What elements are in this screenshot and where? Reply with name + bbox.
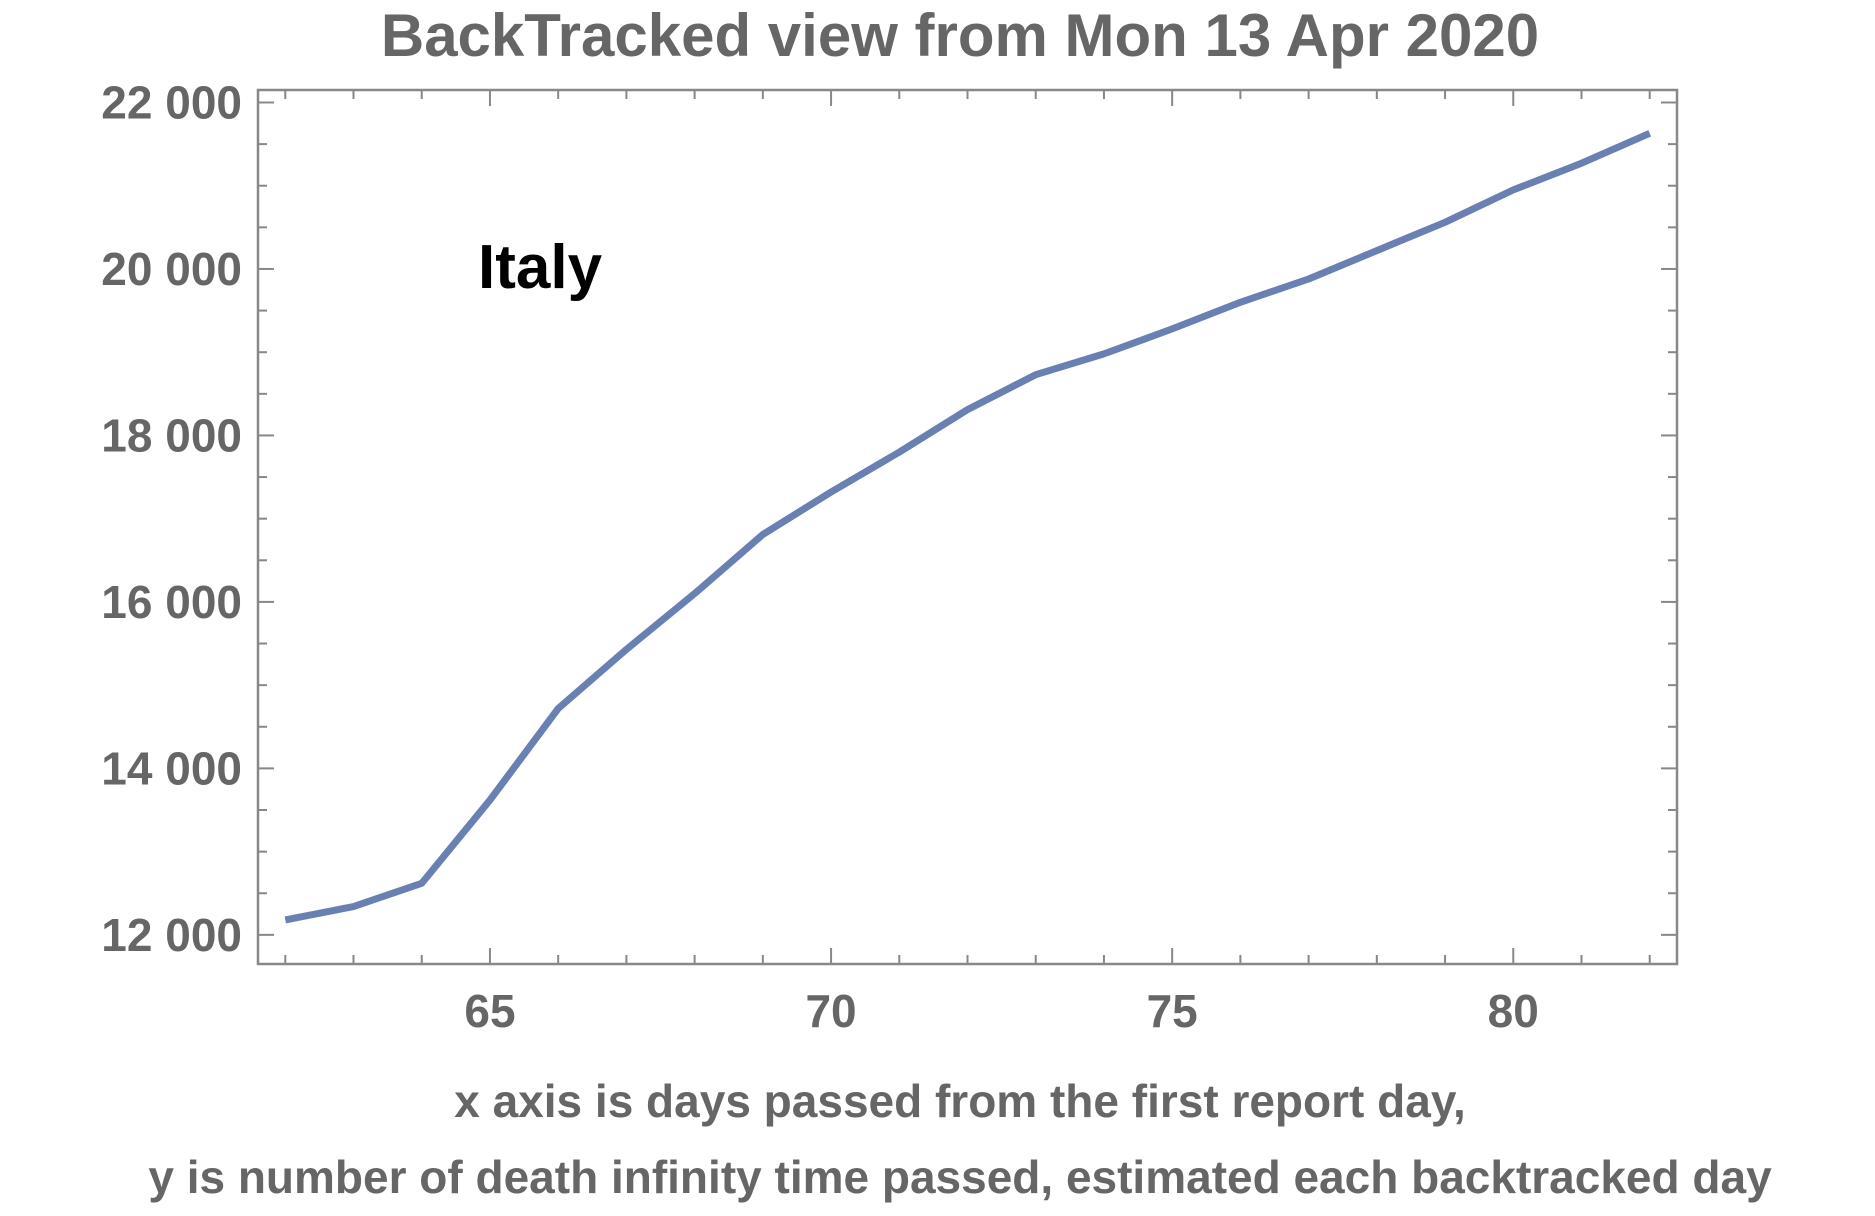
data-point (896, 449, 903, 456)
data-point (1100, 350, 1107, 357)
data-point (828, 489, 835, 496)
x-tick-label: 75 (1147, 985, 1198, 1037)
x-axis-label: x axis is days passed from the first rep… (454, 1075, 1466, 1127)
x-tick-label: 70 (805, 985, 856, 1037)
data-point (1646, 130, 1653, 137)
data-point (418, 880, 425, 887)
y-tick-label: 22 000 (101, 76, 242, 128)
y-axis-label: y is number of death infinity time passe… (148, 1151, 1772, 1203)
y-tick-label: 20 000 (101, 243, 242, 295)
chart-title: BackTracked view from Mon 13 Apr 2020 (381, 2, 1539, 69)
x-tick-label: 65 (464, 985, 515, 1037)
data-point (350, 903, 357, 910)
data-point (486, 797, 493, 804)
y-tick-label: 16 000 (101, 576, 242, 628)
data-point (623, 646, 630, 653)
axes-frame (256, 88, 1679, 966)
data-point (555, 705, 562, 712)
data-point (1169, 325, 1176, 332)
data-point (1510, 186, 1517, 193)
plot-frame (256, 88, 1679, 966)
y-tick-label: 12 000 (101, 909, 242, 961)
series-line-italy (284, 130, 1652, 924)
axis-ticks (258, 90, 1677, 964)
series-line-group (282, 130, 1653, 924)
data-point (691, 590, 698, 597)
y-tick-label: 14 000 (101, 742, 242, 794)
series-annotation-italy: Italy (478, 233, 603, 302)
data-point (1442, 219, 1449, 226)
data-point (964, 406, 971, 413)
data-point (1578, 160, 1585, 167)
data-point (282, 916, 289, 923)
data-point (1305, 275, 1312, 282)
data-point (1237, 299, 1244, 306)
y-tick-label: 18 000 (101, 409, 242, 461)
data-point (759, 531, 766, 538)
data-point (1373, 247, 1380, 254)
axis-tick-labels: 65 70 75 80 12 000 14 000 16 000 18 000 20 000 22… (101, 76, 1539, 1037)
data-point (1032, 371, 1039, 378)
x-tick-label: 80 (1488, 985, 1539, 1037)
